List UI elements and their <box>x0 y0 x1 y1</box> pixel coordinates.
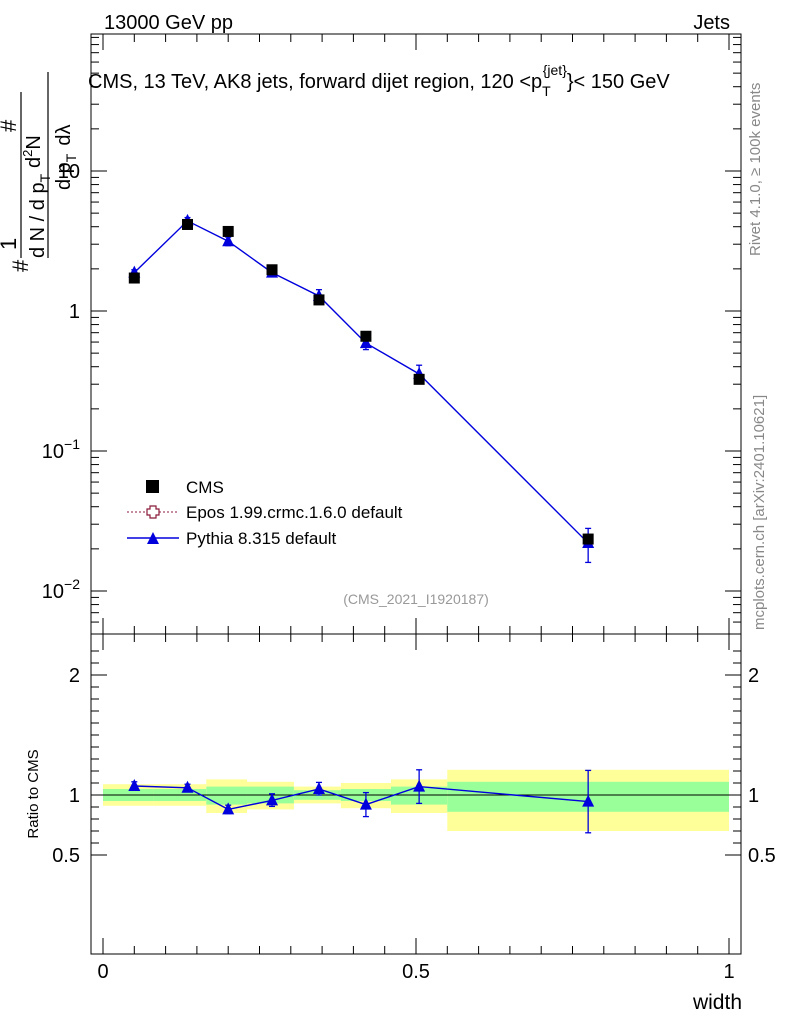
ratio-y-tick-label-right: 1 <box>748 785 759 807</box>
y-label-denom: d N / d pT <box>27 173 53 258</box>
cms-series <box>128 218 594 545</box>
plot-title: CMS, 13 TeV, AK8 jets, forward dijet reg… <box>88 62 670 99</box>
ratio-pythia-point <box>181 780 194 793</box>
main-y-tick-label: 10−1 <box>42 436 80 463</box>
main-y-tick-label: 10 <box>58 161 80 183</box>
pythia-point <box>222 234 235 247</box>
pythia-line <box>133 220 589 544</box>
cms-point <box>128 272 140 284</box>
cms-point <box>413 373 425 385</box>
ratio-pythia-point <box>413 779 426 792</box>
legend-epos-label: Epos 1.99.crmc.1.6.0 default <box>186 503 403 522</box>
plot-title-sup: {jet} <box>543 62 567 78</box>
ratio-pythia-line <box>134 785 589 811</box>
analysis-watermark: (CMS_2021_I1920187) <box>343 591 489 607</box>
ratio-pythia-point <box>222 802 235 815</box>
ratio-y-tick-label: 0.5 <box>52 845 80 867</box>
legend: CMS Epos 1.99.crmc.1.6.0 default Pythia … <box>127 478 403 548</box>
ratio-pythia-line <box>134 785 589 811</box>
y-label-one: 1 <box>0 238 21 250</box>
x-tick-label: 0.5 <box>402 961 430 983</box>
ratio-pythia-point <box>312 782 325 794</box>
legend-cms-label: CMS <box>186 478 224 497</box>
main-panel: 10−2 10−1 1 10 CMS, 13 TeV, AK8 jets, forwa… <box>0 33 742 635</box>
cms-point <box>582 533 594 545</box>
rivet-version-label: Rivet 4.1.0, ≥ 100k events <box>747 83 764 256</box>
ratio-y-tick-label: 2 <box>69 665 80 687</box>
cms-point <box>222 225 234 237</box>
ratio-y-tick-label-right: 0.5 <box>748 845 776 867</box>
pythia-line <box>133 220 589 544</box>
energy-label: 13000 GeV pp <box>104 12 233 34</box>
y-label-hash2: # <box>0 119 21 132</box>
y-label-num2: d pTdλ <box>53 125 79 191</box>
legend-epos-marker <box>146 505 160 519</box>
legend-pythia-marker <box>147 532 159 544</box>
pythia-point <box>359 336 372 349</box>
ratio-pythia-point <box>128 779 141 791</box>
x-tick-label: 1 <box>723 961 734 983</box>
cms-point <box>313 294 325 306</box>
cms-point <box>266 264 278 276</box>
ratio-x-ticks: 0 0.5 1 <box>97 634 735 983</box>
ratio-pythia-series <box>128 769 595 834</box>
main-y-tick-label: 10−2 <box>42 576 80 603</box>
legend-pythia-label: Pythia 8.315 default <box>186 529 337 548</box>
plot-title-main: CMS, 13 TeV, AK8 jets, forward dijet reg… <box>88 71 542 93</box>
x-tick-label: 0 <box>97 961 108 983</box>
cms-point <box>360 330 372 342</box>
main-x-ticks <box>102 34 730 634</box>
ratio-band-inner <box>206 786 247 805</box>
plot-title-tail: }< 150 GeV <box>567 71 671 93</box>
ratio-y-label: Ratio to CMS <box>25 749 42 838</box>
legend-cms-marker <box>146 480 159 493</box>
y-label-num: d2N <box>20 135 45 168</box>
ratio-y-tick-label-right: 2 <box>748 665 759 687</box>
cms-point <box>182 218 194 230</box>
main-y-tick-label: 1 <box>69 301 80 323</box>
plot-title-sub: T <box>542 83 551 99</box>
y-label-hash: # <box>8 259 33 272</box>
x-axis-label: width <box>692 991 742 1014</box>
ratio-panel: 0.5 0.51 12 2 0 0.5 1 Ratio to CMS width <box>25 633 776 1014</box>
ratio-pythia-point <box>582 794 595 807</box>
mcplots-label: mcplots.cern.ch [arXiv:2401.10621] <box>751 395 768 630</box>
process-label: Jets <box>693 12 730 34</box>
ratio-pythia-point <box>266 793 279 806</box>
ratio-y-ticks: 0.5 0.5 1 1 2 2 <box>52 650 776 867</box>
ratio-uncertainty-bands <box>103 769 729 831</box>
main-y-ticks: 10−2 10−1 1 10 <box>42 36 741 623</box>
ratio-y-tick-label: 1 <box>69 785 80 807</box>
ratio-pythia-point <box>359 797 372 810</box>
main-y-axis-label: # 1 d N / d pT # d2N d pTdλ <box>0 72 79 272</box>
